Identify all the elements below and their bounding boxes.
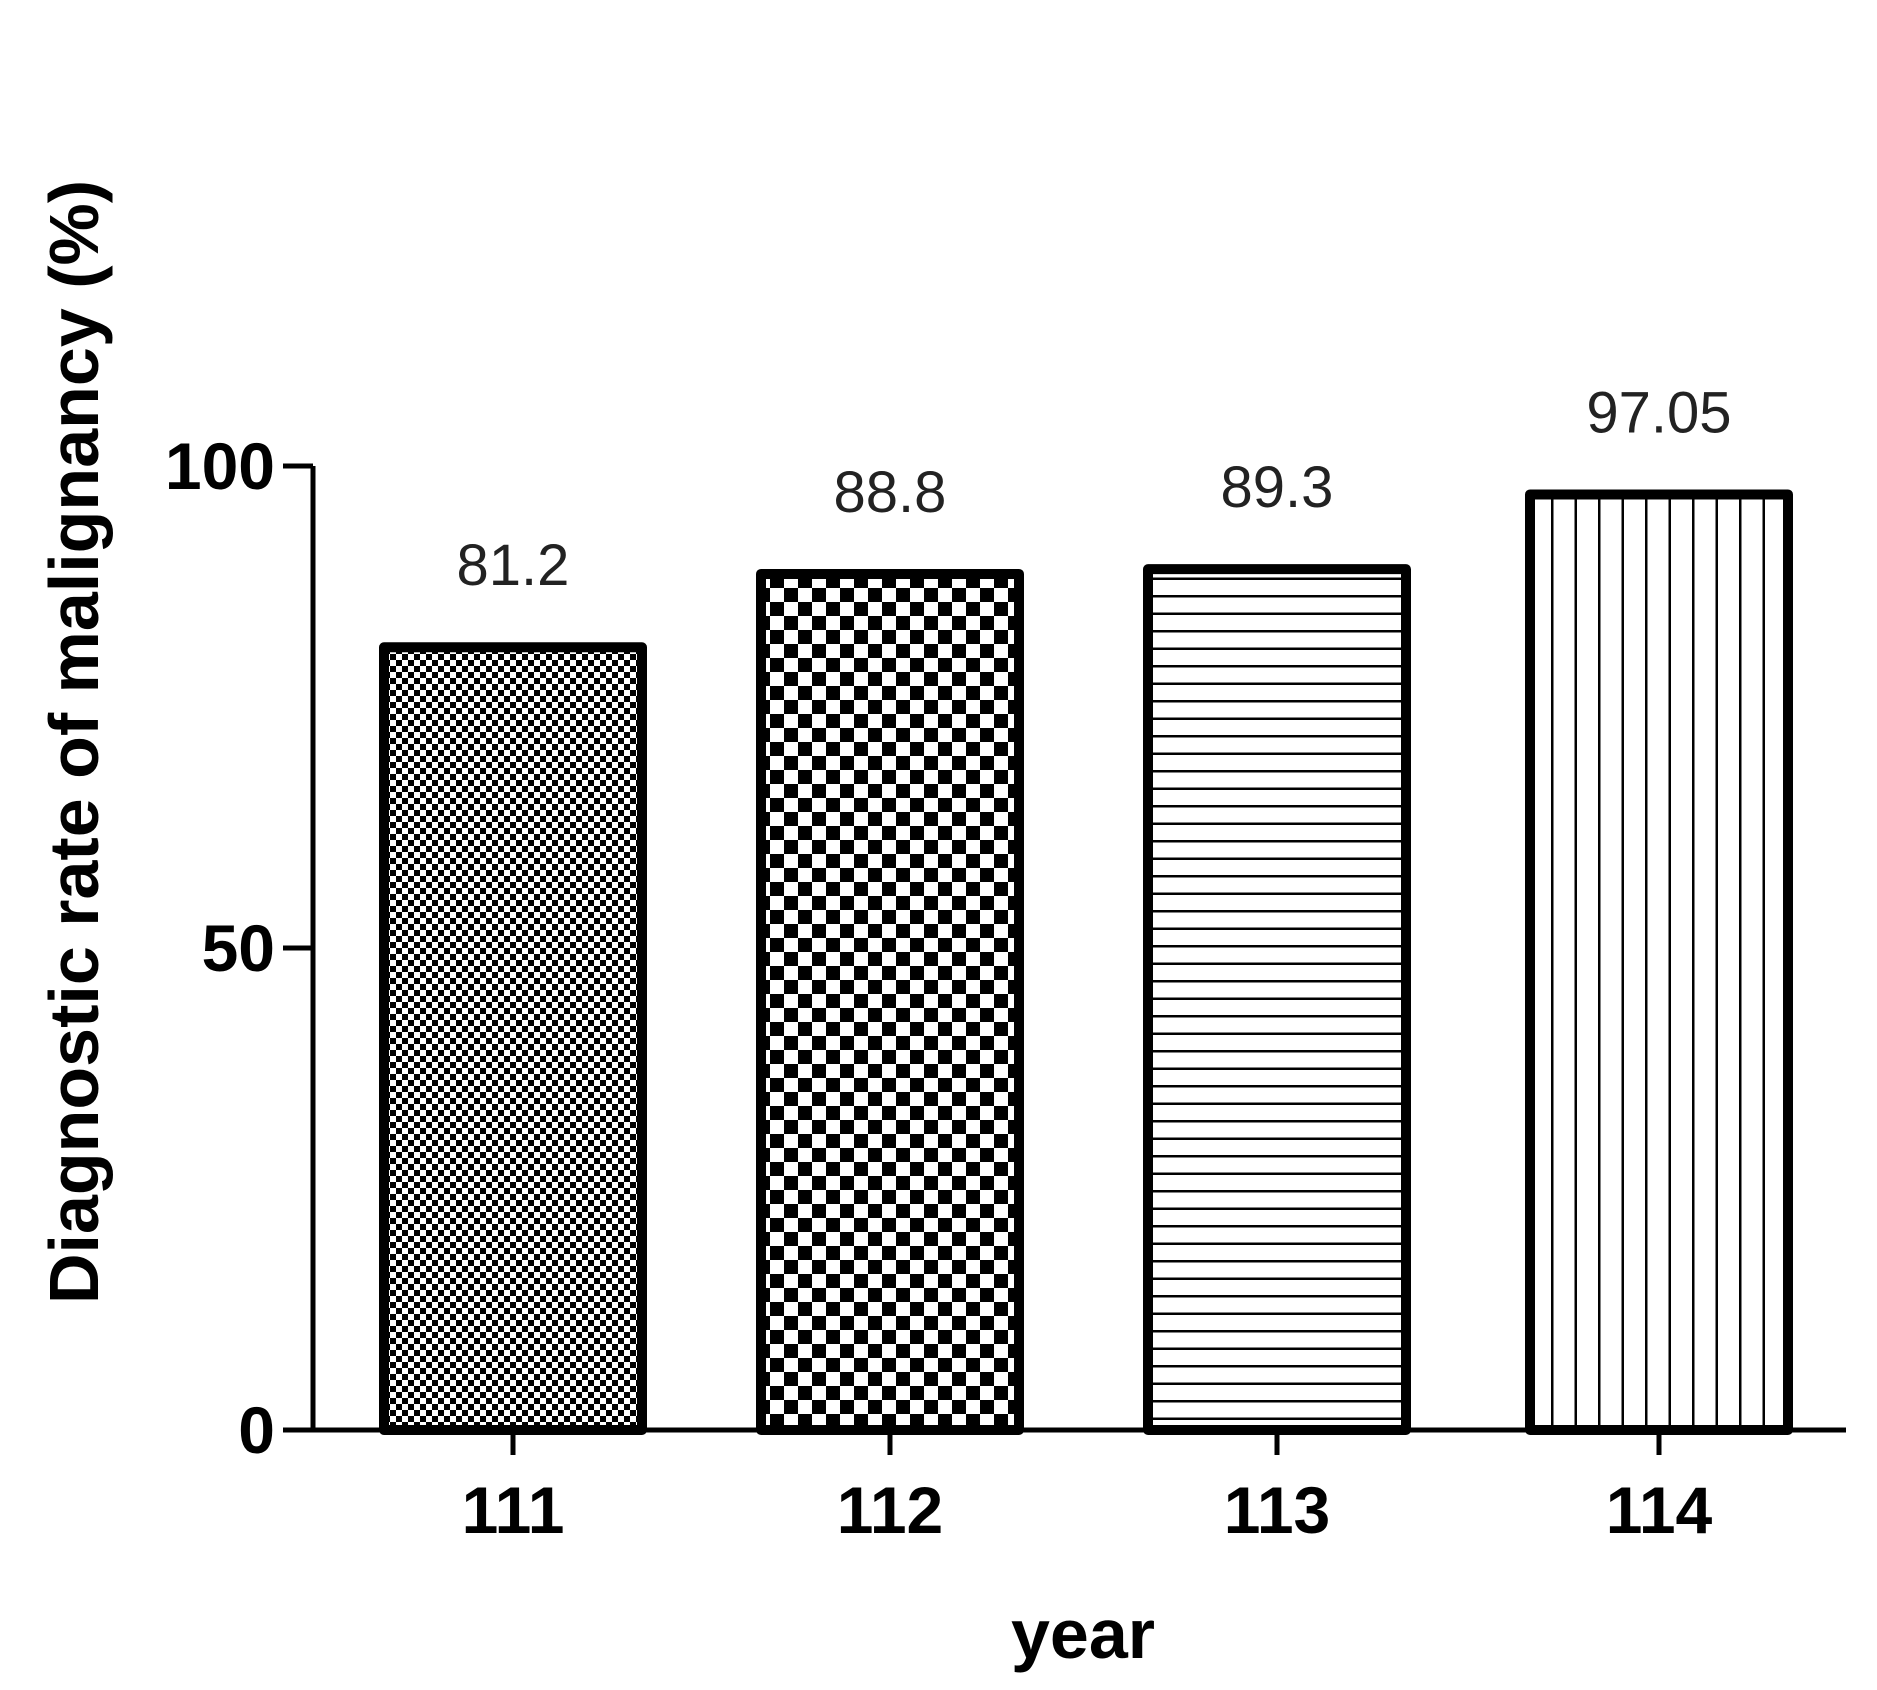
y-ticks-layer: 0 50 100 (165, 429, 313, 1467)
x-tick-label-111: 111 (462, 1473, 565, 1547)
bar-114 (1525, 489, 1793, 1435)
x-tick-label-113: 113 (1224, 1473, 1330, 1547)
bar-112 (756, 568, 1024, 1435)
data-label-113: 89.3 (1221, 455, 1334, 520)
data-labels-layer: 81.2 88.8 89.3 97.05 (457, 380, 1732, 598)
bar-113 (1143, 564, 1411, 1435)
x-ticks-layer: 111 112 113 114 (462, 1430, 1713, 1547)
bar-111 (379, 642, 647, 1435)
y-tick-label-50: 50 (202, 911, 275, 985)
data-label-114: 97.05 (1586, 380, 1731, 445)
x-tick-label-112: 112 (837, 1473, 943, 1547)
y-tick-label-0: 0 (238, 1393, 275, 1467)
y-tick-label-100: 100 (165, 429, 275, 503)
data-label-111: 81.2 (457, 533, 570, 598)
data-label-112: 88.8 (834, 460, 947, 525)
x-axis-title: year (1011, 1595, 1155, 1673)
y-axis-title: Diagnostic rate of malignancy (%) (35, 180, 113, 1304)
bars-layer (379, 489, 1793, 1435)
x-tick-label-114: 114 (1606, 1473, 1713, 1547)
